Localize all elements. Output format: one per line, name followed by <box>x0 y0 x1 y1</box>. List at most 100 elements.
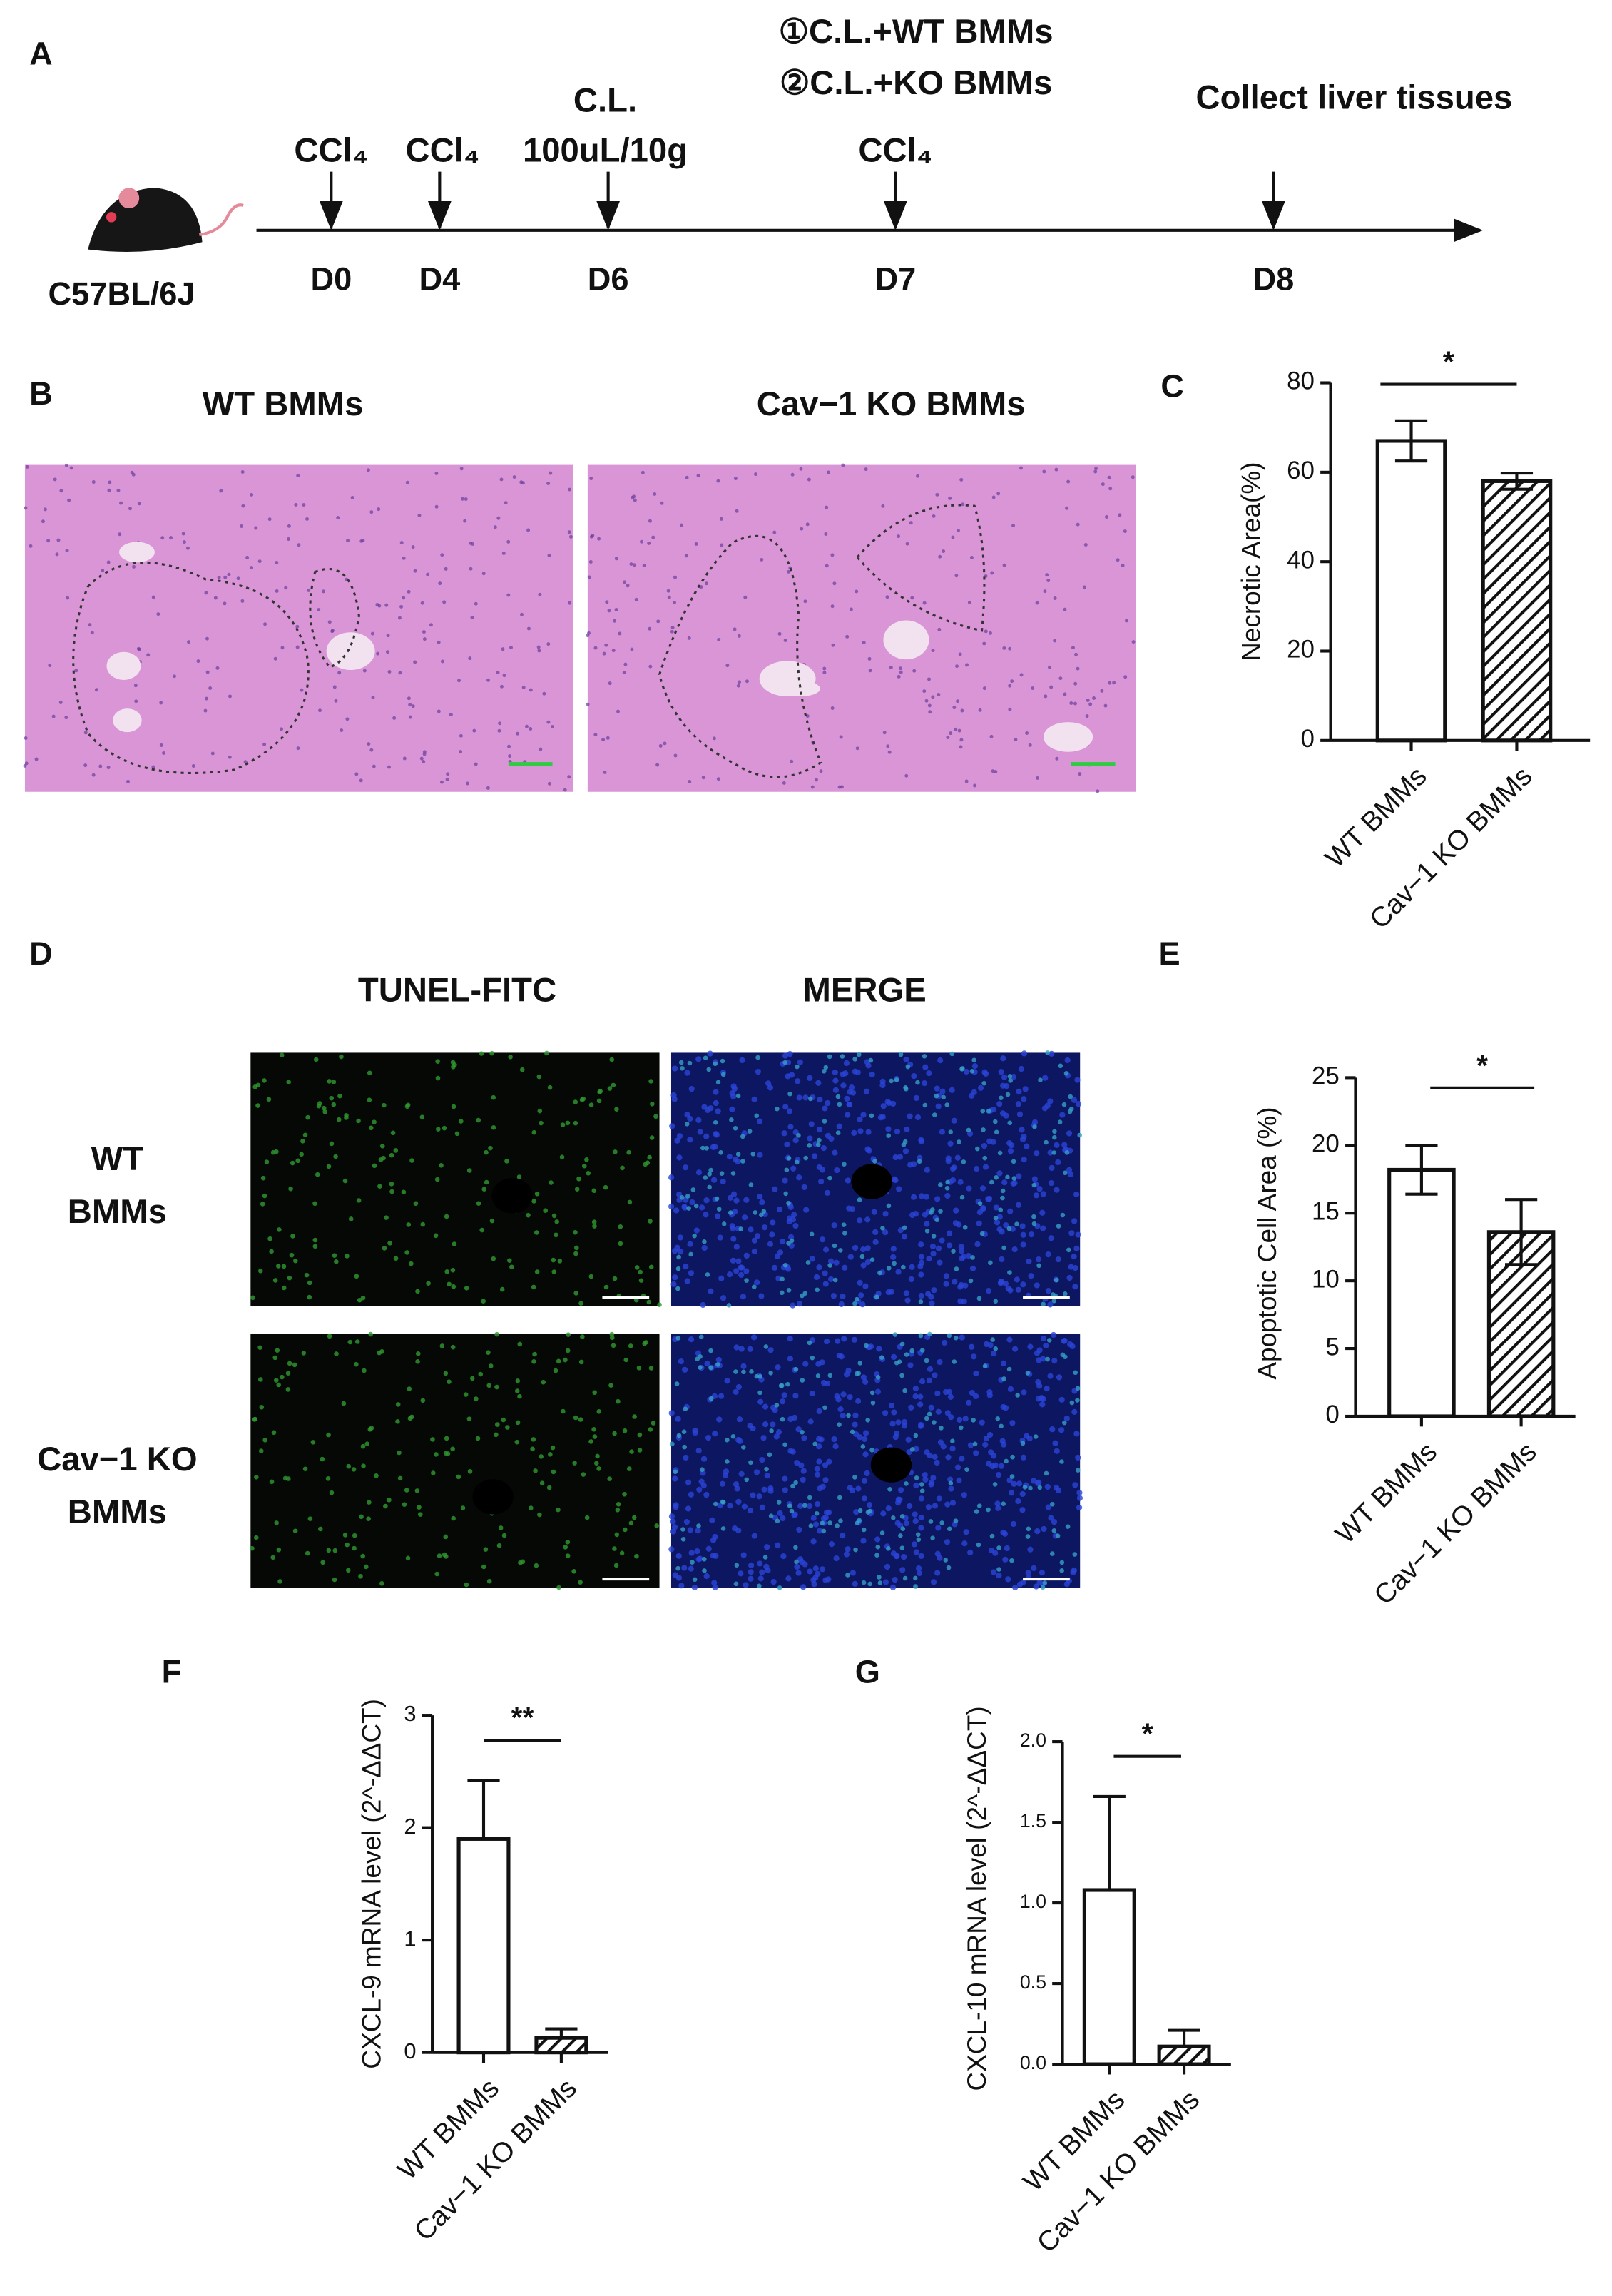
nucleus <box>709 1517 715 1523</box>
nucleus <box>641 470 645 474</box>
nucleus <box>908 1404 914 1411</box>
nucleus <box>730 1083 737 1089</box>
nucleus <box>1058 1427 1065 1433</box>
event-label: CCl₄ <box>294 131 368 169</box>
nucleus <box>936 1495 942 1502</box>
nucleus <box>1028 1231 1035 1238</box>
event-label: Collect liver tissues <box>1195 78 1512 116</box>
stained-cell <box>439 1163 444 1168</box>
nucleus <box>726 1271 733 1278</box>
stained-cell <box>529 1505 534 1510</box>
nucleus <box>889 666 893 669</box>
nucleus <box>1020 1454 1027 1461</box>
stained-cell <box>924 1229 930 1234</box>
nucleus <box>937 1358 943 1366</box>
nucleus <box>1063 607 1067 611</box>
nucleus <box>204 591 208 595</box>
nucleus <box>685 475 689 479</box>
nucleus <box>888 1402 895 1409</box>
nucleus <box>763 1563 770 1570</box>
nucleus <box>973 1370 979 1377</box>
nucleus <box>963 1068 970 1075</box>
stained-cell <box>531 1199 536 1204</box>
stained-cell <box>1052 1134 1057 1140</box>
stained-cell <box>419 1114 425 1119</box>
nucleus <box>1055 756 1059 761</box>
stained-cell <box>944 1102 950 1107</box>
nucleus <box>782 1104 789 1110</box>
stained-cell <box>812 1441 818 1447</box>
nucleus <box>814 1471 821 1478</box>
nucleus <box>91 480 96 484</box>
nucleus <box>703 1573 710 1580</box>
stained-cell <box>290 1160 295 1166</box>
vessel <box>851 1164 892 1199</box>
nucleus <box>132 564 136 569</box>
nucleus <box>708 1288 714 1294</box>
nucleus <box>917 1263 924 1269</box>
stained-cell <box>437 1553 442 1558</box>
stained-cell <box>840 1054 845 1059</box>
nucleus <box>468 656 472 661</box>
nucleus <box>1069 1343 1076 1350</box>
nucleus <box>907 1113 913 1119</box>
stained-cell <box>476 1201 481 1206</box>
stained-cell <box>930 1535 935 1540</box>
nucleus <box>1024 1143 1030 1149</box>
stained-cell <box>686 1206 691 1211</box>
stained-cell <box>954 1266 959 1271</box>
stained-cell <box>539 1120 544 1126</box>
stained-cell <box>401 1189 407 1195</box>
y-tick-label: 1 <box>404 1926 416 1951</box>
stained-cell <box>859 1254 865 1259</box>
nucleus <box>317 608 321 612</box>
stained-cell <box>342 1178 348 1184</box>
y-tick-label: 0 <box>404 2038 416 2063</box>
stained-cell <box>675 1565 680 1571</box>
stained-cell <box>494 1384 499 1390</box>
stained-cell <box>855 1296 859 1302</box>
nucleus <box>537 649 541 653</box>
nucleus <box>997 1280 1004 1286</box>
stained-cell <box>366 1516 371 1521</box>
nucleus <box>930 1251 937 1257</box>
nucleus <box>459 750 463 754</box>
nucleus <box>542 691 546 696</box>
nucleus <box>850 607 853 611</box>
stained-cell <box>609 1335 615 1341</box>
stained-cell <box>420 1221 426 1227</box>
stained-cell <box>269 1479 275 1485</box>
nucleus <box>736 1416 743 1423</box>
stained-cell <box>546 1485 552 1490</box>
stained-cell <box>312 1244 318 1249</box>
nucleus <box>1043 589 1047 594</box>
stained-cell <box>404 1488 409 1493</box>
nucleus <box>790 759 794 763</box>
stained-cell <box>277 1227 282 1232</box>
nucleus <box>1039 1209 1046 1216</box>
nucleus <box>928 710 932 714</box>
stained-cell <box>481 1299 486 1304</box>
nucleus <box>969 1092 975 1099</box>
stained-cell <box>262 1438 267 1443</box>
stained-cell <box>257 1345 262 1351</box>
stained-cell <box>726 1303 732 1308</box>
nucleus <box>24 506 28 510</box>
nucleus <box>912 1518 919 1525</box>
stained-cell <box>573 1099 578 1104</box>
stained-cell <box>728 1210 733 1215</box>
nucleus <box>790 1165 797 1172</box>
nucleus <box>94 688 98 692</box>
stained-cell <box>894 1077 899 1082</box>
stained-cell <box>989 1179 994 1185</box>
nucleus <box>696 473 700 477</box>
nucleus <box>807 1075 813 1082</box>
nucleus <box>1054 1187 1060 1193</box>
nucleus <box>996 1573 1002 1579</box>
nucleus <box>683 1519 690 1525</box>
nucleus <box>1054 1448 1060 1454</box>
stained-cell <box>345 1254 350 1259</box>
nucleus <box>915 1565 922 1572</box>
nucleus <box>240 524 243 528</box>
nucleus <box>1058 676 1063 681</box>
